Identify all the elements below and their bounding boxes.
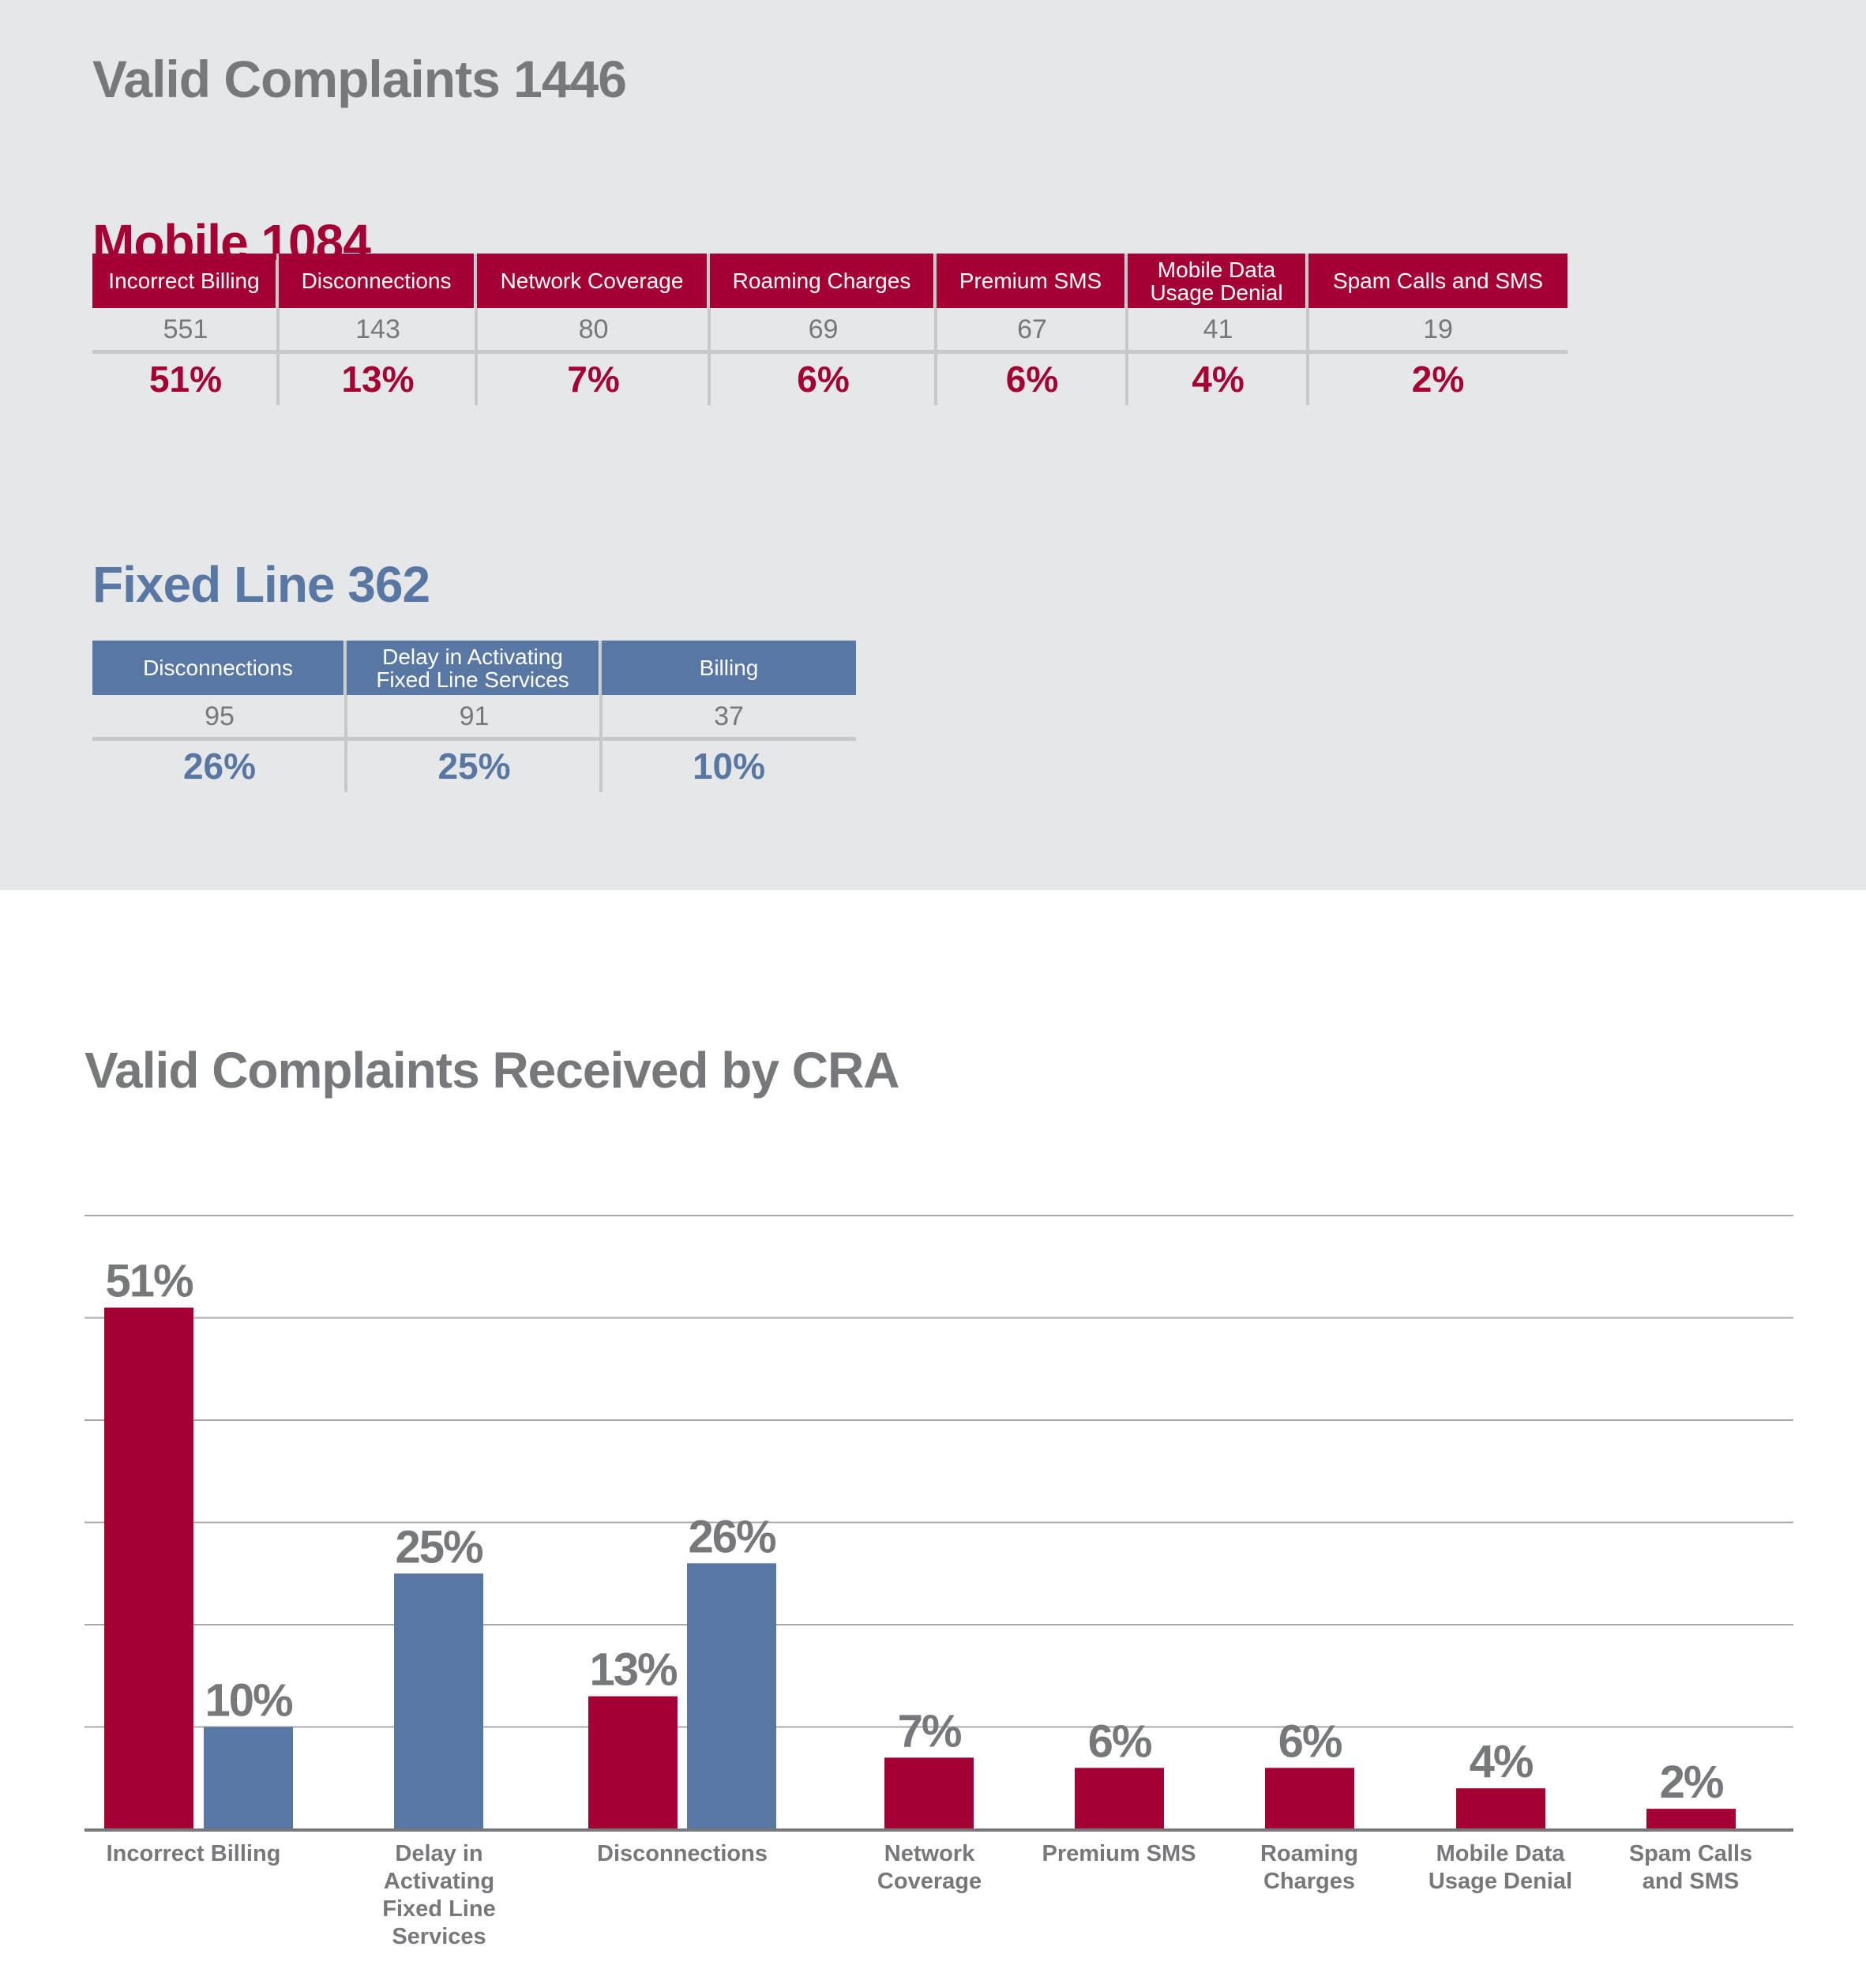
complaint-count: 67 bbox=[1017, 314, 1047, 344]
chart-title: Valid Complaints Received by CRA bbox=[84, 1042, 899, 1099]
column-header: Spam Calls and SMS bbox=[1308, 254, 1568, 308]
complaint-count: 551 bbox=[163, 314, 208, 344]
complaint-count: 91 bbox=[459, 701, 490, 731]
complaint-percent: 7% bbox=[567, 359, 620, 400]
column-divider bbox=[344, 641, 347, 792]
complaint-percent: 26% bbox=[182, 746, 257, 787]
column-divider bbox=[1306, 254, 1309, 405]
column-divider bbox=[934, 254, 937, 405]
data-label: 4% bbox=[1470, 1736, 1534, 1787]
column-header: Network Coverage bbox=[477, 254, 707, 308]
complaint-percent: 13% bbox=[341, 359, 415, 400]
x-tick-label: Disconnections bbox=[597, 1841, 768, 1866]
bar-mobile bbox=[1456, 1788, 1545, 1829]
data-label: 6% bbox=[1088, 1716, 1152, 1767]
complaint-count: 80 bbox=[578, 314, 609, 344]
column-header: Billing bbox=[602, 641, 856, 695]
data-label: 10% bbox=[205, 1675, 293, 1727]
bar-fixed-line bbox=[394, 1573, 483, 1829]
bar-mobile bbox=[1646, 1809, 1736, 1829]
x-tick-label: Network Coverage bbox=[877, 1841, 982, 1894]
bar-mobile bbox=[1075, 1768, 1164, 1829]
x-tick-label: Roaming Charges bbox=[1260, 1841, 1359, 1894]
data-label: 25% bbox=[395, 1521, 483, 1573]
complaint-count: 41 bbox=[1203, 314, 1233, 344]
data-label: 6% bbox=[1278, 1716, 1342, 1767]
complaint-percent: 51% bbox=[148, 359, 223, 400]
summary-panel: Valid Complaints 1446 Mobile 1084 Incorr… bbox=[0, 0, 1866, 890]
complaint-percent: 2% bbox=[1411, 359, 1465, 400]
valid-complaints-title: Valid Complaints 1446 bbox=[92, 50, 627, 108]
bar-mobile bbox=[884, 1757, 974, 1829]
column-divider bbox=[708, 254, 711, 405]
bar-fixed-line bbox=[687, 1563, 776, 1829]
complaint-count: 95 bbox=[205, 701, 235, 731]
data-label: 13% bbox=[589, 1644, 678, 1696]
complaint-percent: 25% bbox=[437, 746, 511, 787]
complaint-percent: 6% bbox=[797, 359, 850, 400]
row-divider bbox=[92, 350, 1568, 354]
complaint-percent: 6% bbox=[1005, 359, 1059, 400]
bar-mobile bbox=[588, 1696, 678, 1829]
complaint-percent: 10% bbox=[692, 746, 766, 787]
x-tick-label: Mobile Data Usage Denial bbox=[1428, 1841, 1573, 1894]
column-header: Disconnections bbox=[92, 641, 344, 695]
x-tick-label: Delay in Activating Fixed Line Services bbox=[382, 1841, 496, 1949]
column-header: Mobile Data Usage Denial bbox=[1128, 254, 1305, 308]
column-divider bbox=[276, 254, 280, 405]
complaint-count: 143 bbox=[355, 314, 400, 344]
complaint-percent: 4% bbox=[1192, 359, 1245, 400]
bar-mobile bbox=[1265, 1768, 1354, 1829]
x-tick-label: Incorrect Billing bbox=[106, 1841, 281, 1866]
complaint-count: 69 bbox=[808, 314, 839, 344]
complaint-count: 19 bbox=[1423, 314, 1453, 344]
column-header: Incorrect Billing bbox=[92, 254, 276, 308]
complaint-count: 37 bbox=[714, 701, 744, 731]
column-header: Premium SMS bbox=[937, 254, 1124, 308]
column-header: Delay in Activating Fixed Line Services bbox=[347, 641, 599, 695]
column-divider bbox=[599, 641, 603, 792]
x-tick-label: Spam Calls and SMS bbox=[1628, 1841, 1753, 1894]
column-divider bbox=[1125, 254, 1128, 405]
column-header: Disconnections bbox=[279, 254, 474, 308]
row-divider bbox=[92, 737, 856, 741]
column-header: Roaming Charges bbox=[710, 254, 933, 308]
data-label: 7% bbox=[898, 1705, 962, 1757]
data-label: 2% bbox=[1660, 1757, 1724, 1808]
data-label: 51% bbox=[105, 1256, 193, 1307]
x-tick-label: Premium SMS bbox=[1042, 1841, 1196, 1866]
fixed-line-title: Fixed Line 362 bbox=[92, 556, 430, 613]
data-label: 26% bbox=[688, 1511, 776, 1562]
bar-fixed-line bbox=[204, 1727, 293, 1829]
bar-mobile bbox=[104, 1307, 193, 1829]
column-divider bbox=[475, 254, 478, 405]
